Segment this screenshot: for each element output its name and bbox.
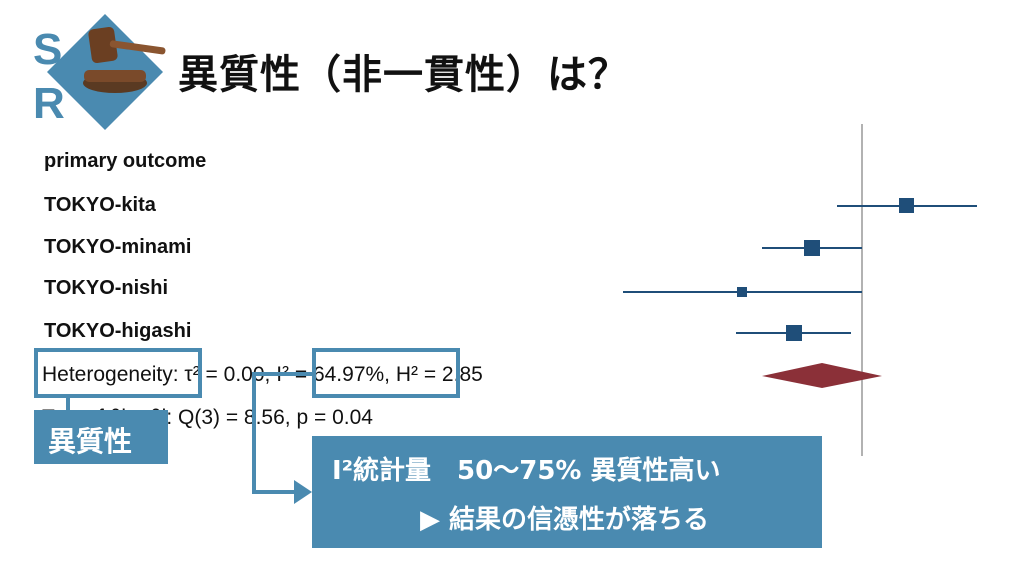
page-title: 異質性（非一貫性）は？ <box>178 52 629 98</box>
i2-callout-line1: I²統計量 50〜75% 異質性高い <box>332 456 721 486</box>
heterogeneity-highlight-box <box>34 348 202 398</box>
logo-letter-s: S <box>33 25 63 74</box>
i2-callout: I²統計量 50〜75% 異質性高い ▶ 結果の信憑性が落ちる <box>312 436 822 548</box>
connector-line <box>252 372 314 376</box>
i2-text: I² = 64.97% <box>276 363 385 386</box>
study-label: TOKYO-kita <box>44 194 156 216</box>
study-marker <box>804 240 820 256</box>
study-marker <box>737 287 747 297</box>
study-label: TOKYO-higashi <box>44 320 192 342</box>
study-label: TOKYO-minami <box>44 236 192 258</box>
i2-callout-line2: ▶ 結果の信憑性が落ちる <box>420 505 710 535</box>
connector-line <box>252 490 300 494</box>
study-label: primary outcome <box>44 150 207 172</box>
study-marker <box>786 325 802 341</box>
forest-graph <box>623 124 977 456</box>
pooled-diamond <box>762 363 882 388</box>
tau-text: : τ² = 0.00, <box>172 363 277 386</box>
i2-highlight-box <box>312 348 460 398</box>
heterogeneity-callout: 異質性 <box>34 410 168 464</box>
study-marker <box>899 198 914 213</box>
study-label: TOKYO-nishi <box>44 277 169 299</box>
arrow-head-icon <box>294 480 312 504</box>
logo-letter-r: R <box>33 79 65 128</box>
gavel-icon <box>83 27 166 93</box>
connector-line <box>252 372 256 494</box>
connector-line <box>66 398 70 412</box>
heterogeneity-text: Heterogeneity <box>42 363 173 386</box>
